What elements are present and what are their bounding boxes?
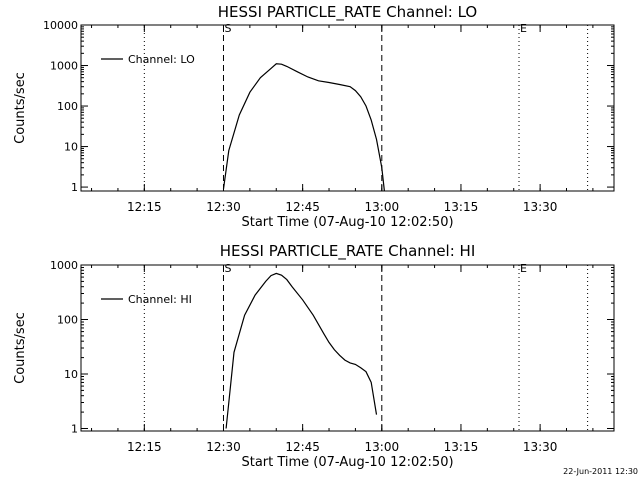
x-tick-label: 12:45 bbox=[285, 440, 320, 454]
y-axis-label: Counts/sec bbox=[13, 312, 28, 384]
event-marker-label-E: E bbox=[520, 262, 527, 275]
x-axis-label: Start Time (07-Aug-10 12:02:50) bbox=[241, 215, 453, 230]
x-tick-label: 13:15 bbox=[444, 440, 479, 454]
x-tick-label: 13:30 bbox=[523, 440, 558, 454]
y-tick-label: 1 bbox=[71, 423, 78, 436]
y-tick-label: 1000 bbox=[50, 259, 78, 272]
legend-label: Channel: HI bbox=[128, 293, 192, 306]
y-tick-label: 100 bbox=[57, 100, 78, 113]
chart-panel-1: HESSI PARTICLE_RATE Channel: LOS E 1 10 100 1… bbox=[13, 3, 615, 230]
x-tick-label: 13:15 bbox=[444, 200, 479, 214]
y-tick-label: 10 bbox=[64, 368, 78, 381]
x-tick-label: 12:15 bbox=[127, 440, 162, 454]
y-tick-label: 1 bbox=[71, 181, 78, 194]
series-line bbox=[225, 272, 378, 429]
plot-frame bbox=[80, 24, 615, 192]
x-tick-label: 12:15 bbox=[127, 200, 162, 214]
x-tick-label: 12:30 bbox=[206, 440, 241, 454]
y-tick-label: 1000 bbox=[50, 60, 78, 73]
x-tick-label: 13:30 bbox=[523, 200, 558, 214]
legend-label: Channel: LO bbox=[128, 53, 195, 66]
plot-frame bbox=[80, 264, 615, 432]
x-tick-label: 12:30 bbox=[206, 200, 241, 214]
event-marker-label-S: S bbox=[224, 262, 231, 275]
x-tick-label: 12:45 bbox=[285, 200, 320, 214]
footer-timestamp: 22-Jun-2011 12:30 bbox=[563, 467, 638, 476]
y-axis-label: Counts/sec bbox=[13, 72, 28, 144]
x-axis-label: Start Time (07-Aug-10 12:02:50) bbox=[241, 455, 453, 470]
y-tick-label: 10 bbox=[64, 141, 78, 154]
x-tick-label: 13:00 bbox=[365, 200, 400, 214]
x-tick-label: 13:00 bbox=[365, 440, 400, 454]
event-marker-label-E: E bbox=[520, 22, 527, 35]
y-tick-label: 10000 bbox=[43, 19, 78, 32]
event-marker-label-S: S bbox=[224, 22, 231, 35]
chart-title: HESSI PARTICLE_RATE Channel: HI bbox=[220, 242, 476, 261]
chart-title: HESSI PARTICLE_RATE Channel: LO bbox=[218, 3, 477, 22]
y-tick-label: 100 bbox=[57, 314, 78, 327]
chart-panel-2: HESSI PARTICLE_RATE Channel: HIS E 1 10 100 1… bbox=[13, 242, 615, 470]
series-line bbox=[222, 63, 385, 192]
